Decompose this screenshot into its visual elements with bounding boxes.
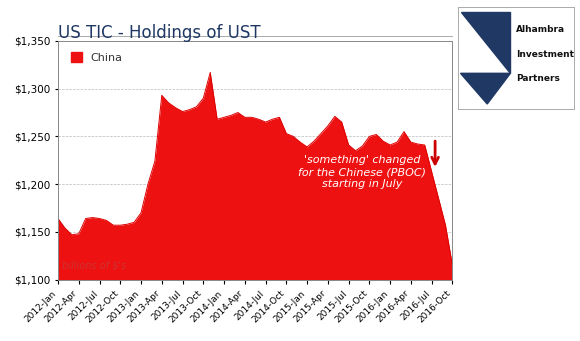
- Text: Investment: Investment: [516, 50, 574, 59]
- Legend: China: China: [67, 49, 126, 66]
- Text: 'something' changed
for the Chinese (PBOC)
starting in July: 'something' changed for the Chinese (PBO…: [299, 155, 426, 189]
- Text: billions of $'s: billions of $'s: [62, 260, 126, 270]
- Text: Partners: Partners: [516, 74, 560, 83]
- Text: US TIC - Holdings of UST: US TIC - Holdings of UST: [58, 24, 260, 42]
- Text: Alhambra: Alhambra: [516, 25, 566, 34]
- Polygon shape: [461, 12, 510, 73]
- Polygon shape: [461, 73, 510, 104]
